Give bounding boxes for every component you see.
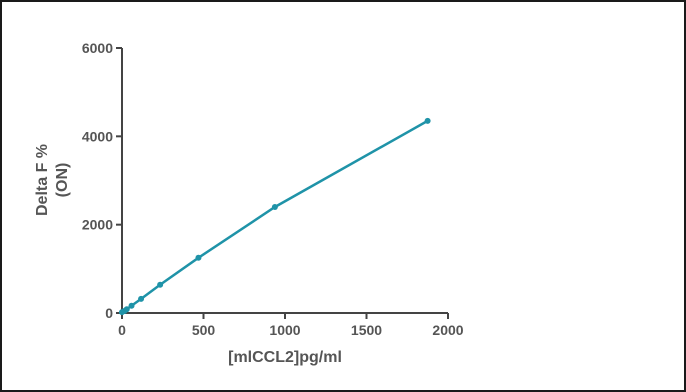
y-tick-label: 6000 — [82, 40, 113, 56]
x-tick-label: 500 — [192, 322, 216, 338]
data-point — [195, 254, 202, 261]
y-tick-label: 2000 — [82, 217, 113, 233]
data-point — [138, 295, 145, 302]
y-ticks: 0 2000 4000 6000 — [82, 40, 122, 321]
x-tick-label: 2000 — [432, 322, 463, 338]
series-line — [121, 119, 429, 314]
y-axis-title-line-1: Delta F % — [34, 144, 51, 216]
x-ticks: 0 500 1000 1500 2000 — [118, 313, 464, 338]
y-axis-title-line-2: (ON) — [54, 163, 71, 198]
data-point — [157, 281, 164, 288]
x-tick-label: 1000 — [269, 322, 300, 338]
data-point — [424, 117, 431, 124]
x-tick-label: 0 — [118, 322, 126, 338]
axes — [121, 48, 448, 314]
y-tick-label: 4000 — [82, 128, 113, 144]
data-point — [128, 302, 135, 309]
data-point — [271, 204, 278, 210]
data-point — [123, 306, 130, 313]
x-tick-label: 1500 — [351, 322, 382, 338]
y-tick-label: 0 — [105, 305, 113, 321]
data-points — [119, 117, 431, 316]
x-axis-title: [mlCCL2]pg/ml — [228, 349, 342, 366]
